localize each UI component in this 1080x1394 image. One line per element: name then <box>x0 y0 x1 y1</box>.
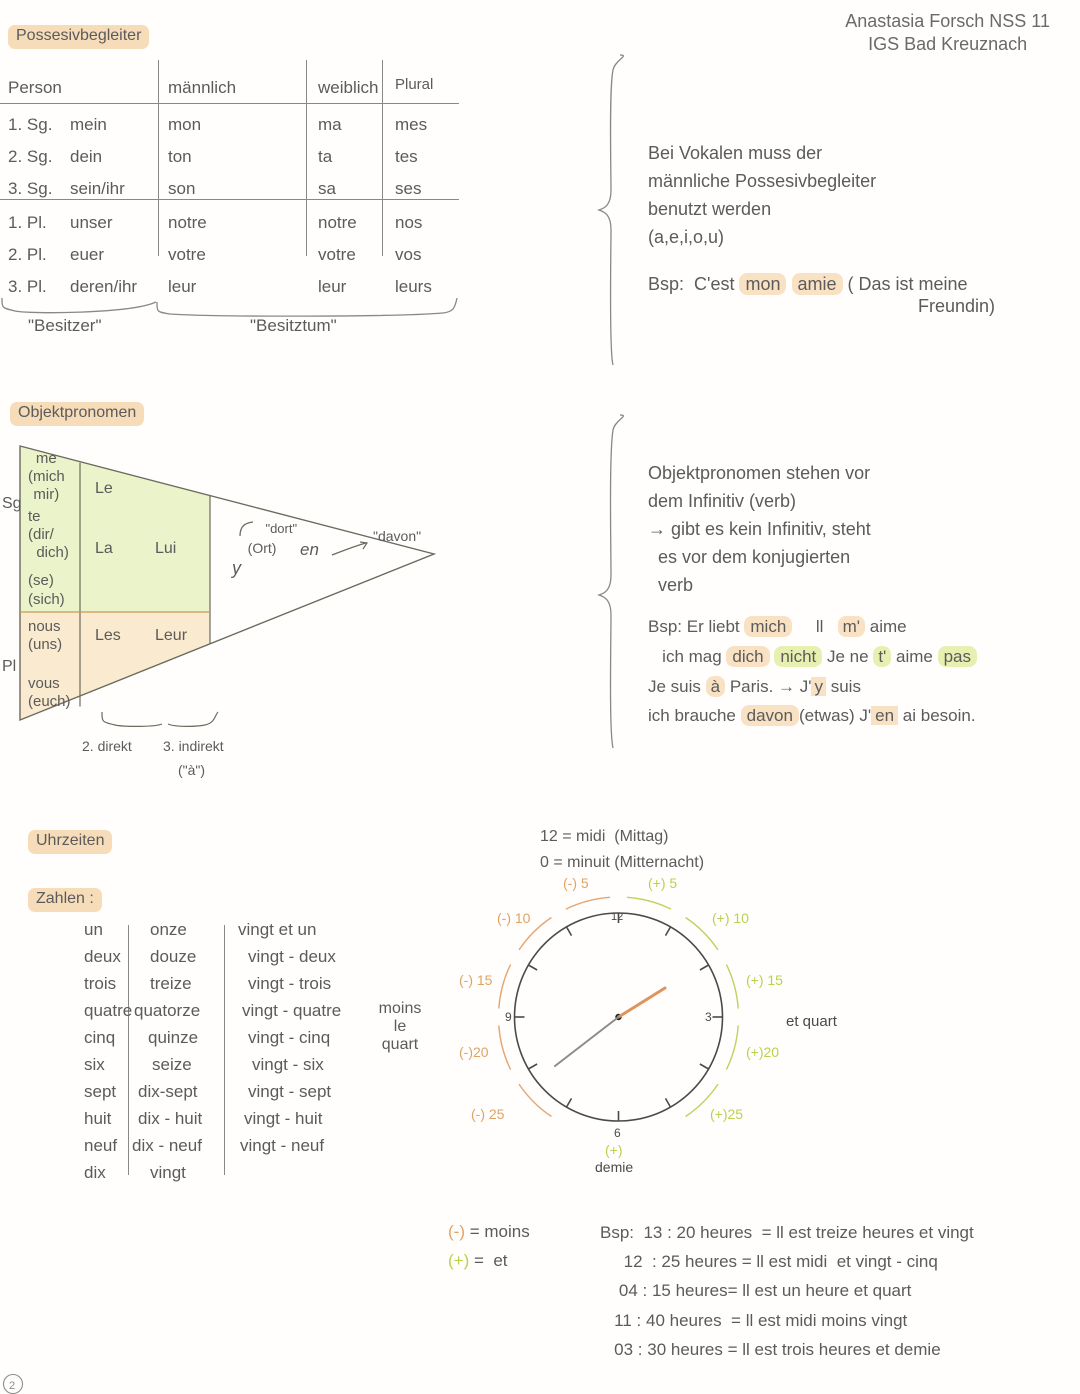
svg-text:(+)20: (+)20 <box>746 1044 779 1060</box>
svg-text:(-)20: (-)20 <box>459 1044 489 1060</box>
svg-text:(+) 10: (+) 10 <box>712 910 749 926</box>
svg-text:9: 9 <box>505 1010 512 1024</box>
svg-text:12: 12 <box>611 911 623 923</box>
svg-text:et quart: et quart <box>786 1013 838 1030</box>
svg-text:(-) 25: (-) 25 <box>471 1106 505 1122</box>
svg-text:3: 3 <box>705 1010 712 1024</box>
svg-text:(-) 15: (-) 15 <box>459 972 493 988</box>
svg-text:(-) 10: (-) 10 <box>497 910 531 926</box>
svg-text:(+) 15: (+) 15 <box>746 972 783 988</box>
svg-text:(-) 5: (-) 5 <box>563 875 589 891</box>
svg-text:(+)25: (+)25 <box>710 1106 743 1122</box>
svg-text:(+) 5: (+) 5 <box>648 875 677 891</box>
svg-text:(+): (+) <box>605 1142 623 1158</box>
svg-text:demie: demie <box>595 1159 633 1175</box>
svg-text:6: 6 <box>614 1126 621 1140</box>
svg-text:2: 2 <box>9 1380 15 1392</box>
